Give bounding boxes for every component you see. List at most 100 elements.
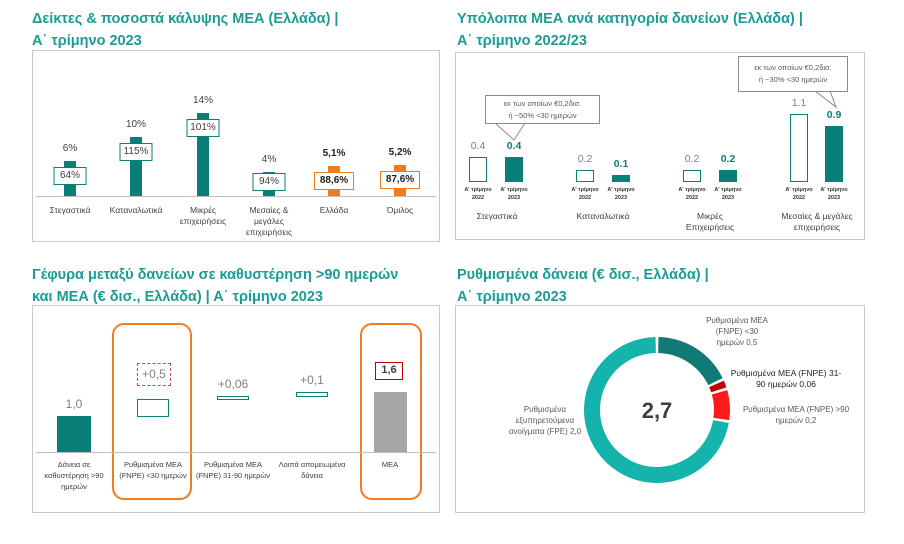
bridge-value: +0,06 [217,377,249,391]
label-line: Α' τρίμηνο [571,187,599,193]
bridge-total-value: 1,6 [375,362,403,380]
callout-box: εκ των οποίων €0,2δισ. ή ~50% <30 ημερών [485,95,600,124]
donut-slice [711,390,730,421]
callout-box: εκ των οποίων €0,2δισ. ή ~30% <30 ημερών [738,56,848,92]
npe-bar-2023 [719,169,737,182]
title-line: Α΄ τρίμηνο 2023 [457,289,567,305]
label-line: Α' τρίμηνο [820,187,848,193]
highlight-frame [112,323,192,500]
bar-value-label: 0.2 [720,152,736,165]
bridge-value: +0,1 [300,373,324,387]
category-label: Μεσαίες & μεγάλες επιχειρήσεις [245,205,293,237]
label-line: 2022 [471,195,485,201]
panel3-title: Γέφυρα μεταξύ δανείων σε καθυστέρηση >90… [32,264,398,308]
npe-bar-2022 [576,169,594,182]
title-line: και ΜΕΑ (€ δισ., Ελλάδα) | Α΄ τρίμηνο 20… [32,289,323,305]
category-label: Στεγαστικά [476,211,518,221]
label-line: Ρυθμισμένα ΜΕΑ [706,316,768,325]
label-line: Ρυθμισμένα ΜΕΑ (FNPE) 31- [730,368,842,378]
npe-ratio-label: 4% [261,154,277,166]
category-label: Λοιπά απομειωμένα δάνεια [278,460,346,480]
quarter-label: Α' τρίμηνο 2022 [678,186,705,202]
highlight-frame [360,323,422,500]
npe-ratio-label: 6% [62,142,78,154]
label-line: 2022 [685,195,699,201]
npe-ratio-label: 14% [192,95,214,107]
bar-value-label: 0.2 [684,152,700,165]
donut-slice [709,380,727,393]
coverage-label: 115% [119,143,153,161]
npe-ratio-label: 5,1% [322,147,346,159]
panel2-title: Υπόλοιπα ΜΕΑ ανά κατηγορία δανείων (Ελλά… [457,8,803,52]
quarter-label: Α' τρίμηνο 2023 [714,186,741,202]
npe-ratio-label: 5,2% [388,147,412,159]
coverage-label: 101% [186,119,220,138]
title-line: Α΄ τρίμηνο 2023 [32,33,142,49]
donut-label: Ρυθμισμένα ΜΕΑ (FNPE) <30 ημερών 0,5 [697,315,777,348]
label-line: (FNPE) <30 [715,327,759,336]
coverage-label: 87,6% [380,171,420,190]
category-label: ΜΕΑ [381,460,399,469]
coverage-label: 64% [53,166,87,185]
label-line: Ρυθμισμένα ΜΕΑ (FNPE) >90 [742,405,850,414]
npe-bar-2022 [683,169,701,182]
bridge-bar-start [57,416,91,452]
bridge-bar-step [137,399,169,417]
title-line: Υπόλοιπα ΜΕΑ ανά κατηγορία δανείων (Ελλά… [457,11,803,27]
label-line: Α' τρίμηνο [607,187,635,193]
panel3 [32,305,440,513]
category-label: Ρυθμισμένα ΜΕΑ (FNPE) 31-90 ημερών [195,460,271,480]
donut-slice [658,337,723,386]
bar-value-label: 0.1 [613,158,629,170]
title-line: Α΄ τρίμηνο 2022/23 [457,33,587,49]
label-line: ημερών 0,2 [775,416,817,425]
panel1-title: Δείκτες & ποσοστά κάλυψης ΜΕΑ (Ελλάδα) |… [32,8,339,52]
donut-total: 2,7 [641,398,673,423]
quarter-label: Α' τρίμηνο 2023 [820,186,847,202]
donut-label: Ρυθμισμένα ΜΕΑ (FNPE) 31- 90 ημερών 0,06 [727,368,845,390]
label-line: Α' τρίμηνο [464,187,492,193]
donut-label: Ρυθμισμένα ΜΕΑ (FNPE) >90 ημερών 0,2 [738,404,854,426]
label-line: εξυπηρετούμενα [515,416,575,425]
category-label: Καταναλωτικά [576,211,630,221]
bar-value-label: 1.1 [791,96,807,109]
npe-ratio-label: 10% [125,119,147,130]
label-line: 2022 [792,195,806,201]
panel1 [32,50,440,242]
title-line: Ρυθμισμένα δάνεια (€ δισ., Ελλάδα) | [457,267,709,283]
panel4 [455,305,865,513]
category-label: Ελλάδα [319,205,349,215]
bridge-bar-total [374,392,407,452]
title-line: Γέφυρα μεταξύ δανείων σε καθυστέρηση >90… [32,267,399,283]
category-label: Καταναλωτικά [109,205,163,215]
npe-bar-2022 [469,157,487,182]
bar-value-label: 0.2 [577,152,593,165]
label-line: ανοίγματα (FPE) 2,0 [508,427,582,436]
panel4-title: Ρυθμισμένα δάνεια (€ δισ., Ελλάδα) | Α΄ τ… [457,264,709,308]
label-line: Α' τρίμηνο [714,187,742,193]
npe-bar-2023 [825,126,843,182]
coverage-label: 94% [252,173,286,191]
npe-bar-2023 [505,157,523,182]
panel2 [455,52,865,240]
category-label: Ρυθμισμένα ΜΕΑ (FNPE) <30 ημερών [119,460,187,480]
category-label: Όμιλος [386,205,414,215]
category-label: Στεγαστικά [49,205,91,215]
label-line: Α' τρίμηνο [500,187,528,193]
bar-value-label: 0.9 [826,109,842,122]
label-line: 2022 [578,195,592,201]
baseline [36,452,436,453]
label-line: 90 ημερών 0,06 [756,379,816,389]
label-line: Ρυθμισμένα [523,405,567,414]
bridge-value: 1,0 [65,397,83,411]
quarter-label: Α' τρίμηνο 2022 [571,186,598,202]
quarter-label: Α' τρίμηνο 2023 [607,186,634,202]
category-label: Μικρές Επιχειρήσεις [685,211,735,232]
label-line: 2023 [507,195,521,201]
npe-bar-2022 [790,113,808,182]
baseline [36,196,436,197]
label-line: ημερών 0,5 [716,338,758,347]
bridge-value: +0,5 [137,363,171,386]
